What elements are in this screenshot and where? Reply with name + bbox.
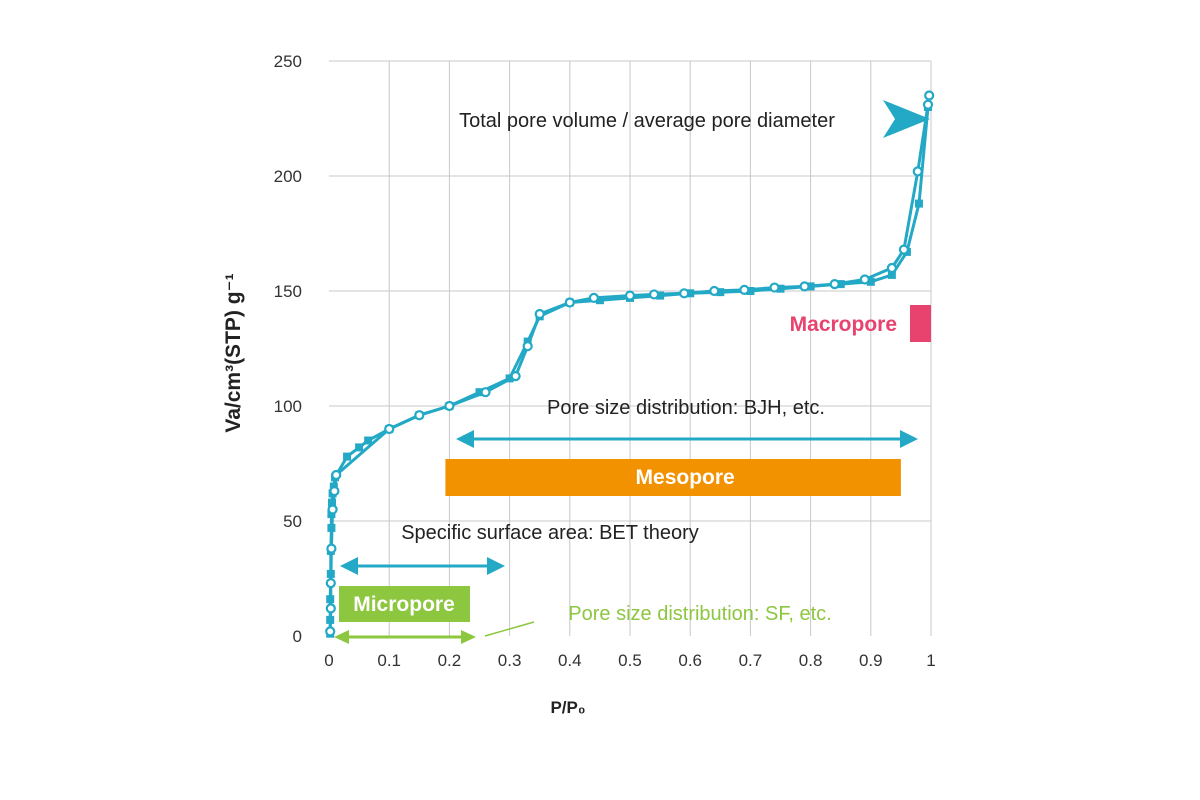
data-point-circle <box>331 469 342 481</box>
data-point-square <box>355 443 364 452</box>
macropore-label: Macropore <box>790 313 897 336</box>
data-point-circle <box>912 166 923 177</box>
data-point-circle <box>799 281 810 292</box>
data-point-square <box>686 289 695 298</box>
data-point-square <box>716 288 725 297</box>
data-point-square <box>595 296 604 305</box>
x-tick-label: 0.4 <box>558 651 582 670</box>
data-point-circle <box>679 288 690 299</box>
x-tick-label: 0.6 <box>678 651 702 670</box>
annotation-bjh: Pore size distribution: BJH, etc. <box>547 397 825 419</box>
pore-range-bars: Micropore Mesopore Macropore <box>339 305 931 622</box>
data-point-circle <box>709 285 720 297</box>
mesopore-bar <box>445 459 901 496</box>
macropore-bar <box>910 305 931 342</box>
y-tick-label: 200 <box>274 167 302 186</box>
data-point-square <box>806 282 815 291</box>
data-point-square <box>475 388 484 397</box>
micropore-bar <box>339 586 470 622</box>
isotherm-series <box>325 90 935 638</box>
data-point-square <box>866 277 875 286</box>
data-point-circle <box>325 626 336 637</box>
x-tick-label: 0.1 <box>377 651 401 670</box>
data-point-square <box>326 569 335 578</box>
bet-arrow-head-right <box>487 557 505 575</box>
data-point-circle <box>648 289 660 300</box>
y-axis-label: Va/cm³(STP) g⁻¹ <box>222 273 245 432</box>
data-point-circle <box>898 244 910 255</box>
data-point-circle <box>414 410 425 421</box>
data-point-square <box>328 498 337 507</box>
data-point-circle <box>325 603 336 614</box>
x-tick-label: 0.9 <box>859 651 883 670</box>
data-point-circle <box>924 90 935 101</box>
data-point-circle <box>624 290 636 301</box>
data-point-circle <box>444 400 455 412</box>
x-axis-ticks: 0 0.1 0.2 0.3 0.4 0.5 0.6 0.7 0.8 0.9 1 <box>324 651 935 670</box>
micropore-label: Micropore <box>353 593 455 616</box>
x-axis-label: P/P₀ <box>550 698 585 717</box>
annotation-bet: Specific surface area: BET theory <box>401 522 699 544</box>
x-tick-label: 0.7 <box>739 651 763 670</box>
data-point-circle <box>480 387 491 398</box>
data-point-square <box>326 615 335 624</box>
sf-arrow-head-left <box>334 630 349 644</box>
data-point-circle <box>859 274 870 285</box>
bjh-arrow-head-left <box>456 430 474 448</box>
data-point-circle <box>384 423 395 435</box>
x-tick-label: 1 <box>926 651 935 670</box>
data-point-square <box>327 523 336 532</box>
data-point-square <box>887 270 896 279</box>
data-point-circle <box>325 577 336 589</box>
y-tick-label: 0 <box>293 627 302 646</box>
x-tick-label: 0.5 <box>618 651 642 670</box>
data-point-square <box>364 436 373 445</box>
data-point-circle <box>829 279 840 290</box>
data-point-circle <box>534 308 545 320</box>
data-point-square <box>326 595 335 604</box>
data-point-circle <box>327 504 338 515</box>
annotation-arrows <box>334 100 930 644</box>
data-point-square <box>746 287 755 295</box>
data-point-circle <box>588 292 599 303</box>
data-point-square <box>656 291 665 300</box>
y-tick-label: 250 <box>274 52 302 71</box>
data-point-circle <box>886 262 897 274</box>
annotation-total-pore-volume: Total pore volume / average pore diamete… <box>459 110 835 132</box>
x-tick-label: 0.8 <box>799 651 823 670</box>
data-point-circle <box>739 284 750 295</box>
data-point-circle <box>510 371 521 382</box>
data-point-square <box>836 280 845 289</box>
series-line-1 <box>328 106 930 634</box>
y-tick-label: 100 <box>274 397 302 416</box>
data-point-circle <box>326 543 337 554</box>
data-point-circle <box>769 282 780 293</box>
grid <box>329 60 932 636</box>
bet-arrow-head-left <box>340 557 358 575</box>
data-point-circle <box>329 486 340 497</box>
sf-leader-line <box>484 621 535 637</box>
data-point-circle <box>522 341 533 352</box>
data-point-square <box>343 452 352 461</box>
sf-arrow-head-right <box>461 630 476 644</box>
total-pore-arrowhead <box>883 100 930 138</box>
y-tick-label: 50 <box>283 512 302 531</box>
x-tick-label: 0.2 <box>438 651 462 670</box>
x-tick-label: 0 <box>324 651 333 670</box>
bjh-arrow-head-right <box>900 430 918 448</box>
data-point-circle <box>922 99 934 110</box>
data-point-square <box>914 199 923 208</box>
mesopore-label: Mesopore <box>636 466 735 489</box>
y-axis-ticks: 0 50 100 150 200 250 <box>274 52 302 646</box>
x-tick-label: 0.3 <box>498 651 522 670</box>
y-tick-label: 150 <box>274 282 302 301</box>
data-point-circle <box>564 297 575 308</box>
annotation-sf: Pore size distribution: SF, etc. <box>568 603 831 625</box>
data-point-square <box>776 284 785 293</box>
data-point-square <box>505 374 514 383</box>
